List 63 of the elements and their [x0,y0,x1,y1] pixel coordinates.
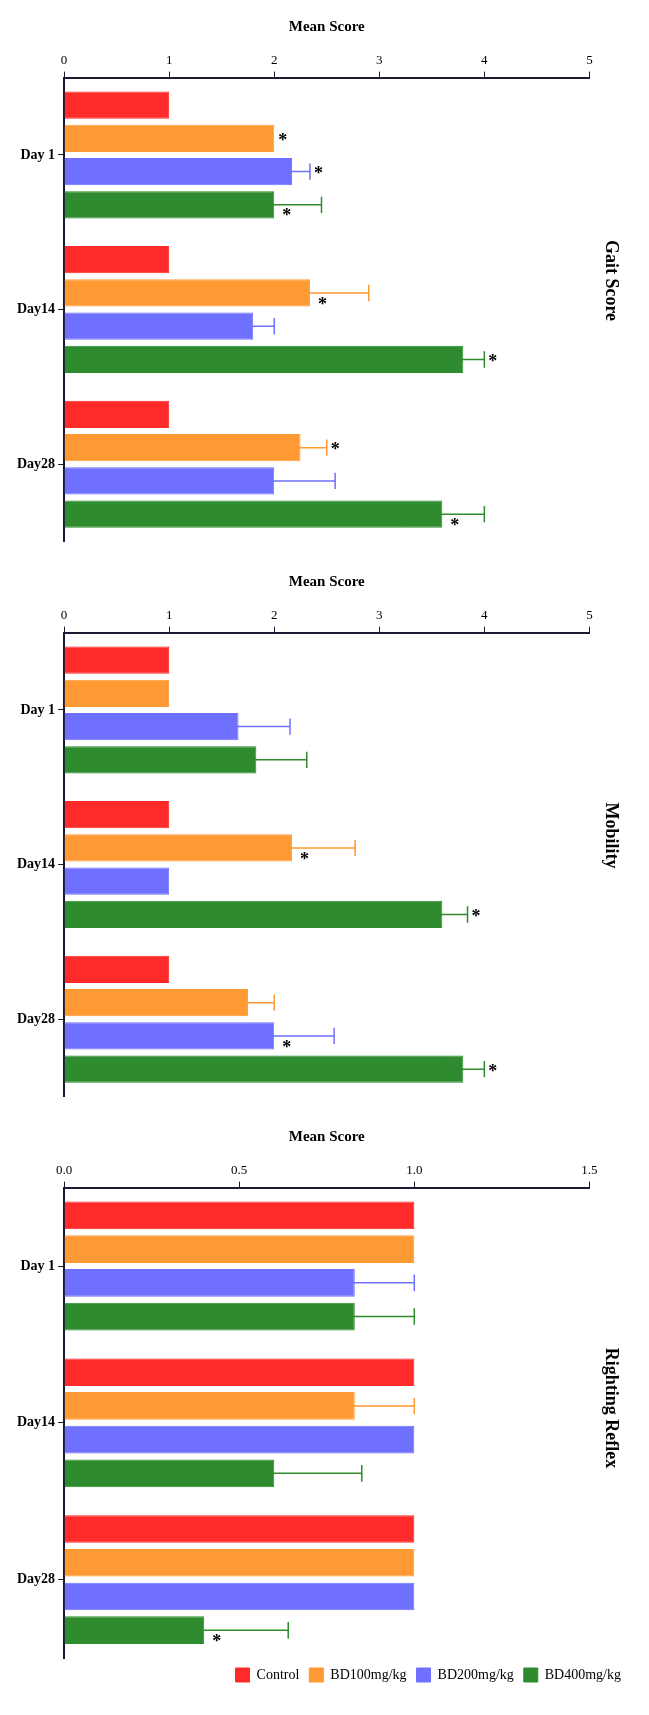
bar [64,91,170,119]
x-tick-label: 1 [165,52,173,68]
text: Gait Score [601,239,622,322]
y-tick-label: Day14 [16,856,56,872]
x-tick-label: 0.5 [231,1162,248,1178]
bar [64,867,170,895]
bar [64,955,170,984]
x-tick-label: 0 [60,607,68,623]
bar [64,1235,415,1263]
data-label: * [212,1630,222,1651]
x-tick-label: 4 [481,607,489,623]
legend-label: BD100mg/kg [330,1666,407,1682]
data-label: * [330,439,340,460]
x-axis-title: Mean Score [288,572,366,589]
data-label: * [282,205,292,226]
data-label: * [278,129,288,150]
bar [64,1582,415,1611]
legend-label: BD200mg/kg [437,1666,514,1682]
bar [64,1201,415,1230]
y-tick-label: Day14 [16,301,56,317]
x-tick-label: 3 [376,52,383,68]
bar [64,246,170,274]
x-tick-label: 5 [586,52,593,68]
y-tick-label: Day28 [16,1010,56,1026]
legend-label: Control [256,1666,300,1682]
x-tick-label: 0.0 [55,1162,73,1178]
data-label: * [471,906,481,927]
x-axis-title: Mean Score [288,1127,366,1144]
data-label: * [450,514,460,535]
x-tick-label: 4 [481,52,489,68]
y-tick-label: Day28 [16,1571,56,1587]
bar [64,124,275,152]
y-tick-label: Day28 [16,455,56,471]
data-label: * [313,163,323,184]
y-tick-label: Day 1 [20,1257,56,1273]
x-tick-label: 1 [165,607,173,623]
data-label: * [488,1060,498,1081]
bar [64,400,170,429]
x-tick-label: 0 [60,52,68,68]
x-tick-label: 1.0 [406,1162,423,1178]
x-axis-title: Mean Score [288,17,366,34]
bar [64,1425,415,1454]
bar [64,801,170,829]
bar [64,1548,415,1577]
x-tick-label: 3 [376,607,383,623]
data-label: * [300,848,310,869]
bar [64,646,170,674]
data-label: * [488,351,498,372]
x-tick-label: 1.5 [581,1162,598,1178]
text: Righting Reflex [601,1347,622,1469]
data-label: * [282,1036,292,1057]
x-tick-label: 2 [270,607,278,623]
bar [64,1358,415,1387]
text: Mobility [601,802,622,869]
x-tick-label: 2 [270,52,278,68]
legend-label: BD400mg/kg [544,1666,622,1682]
data-label: * [317,293,327,314]
y-tick-label: Day14 [16,1414,56,1430]
bar [64,1515,415,1543]
bar [64,679,170,707]
x-tick-label: 5 [586,607,593,623]
y-tick-label: Day 1 [20,701,56,717]
y-tick-label: Day 1 [20,146,56,162]
